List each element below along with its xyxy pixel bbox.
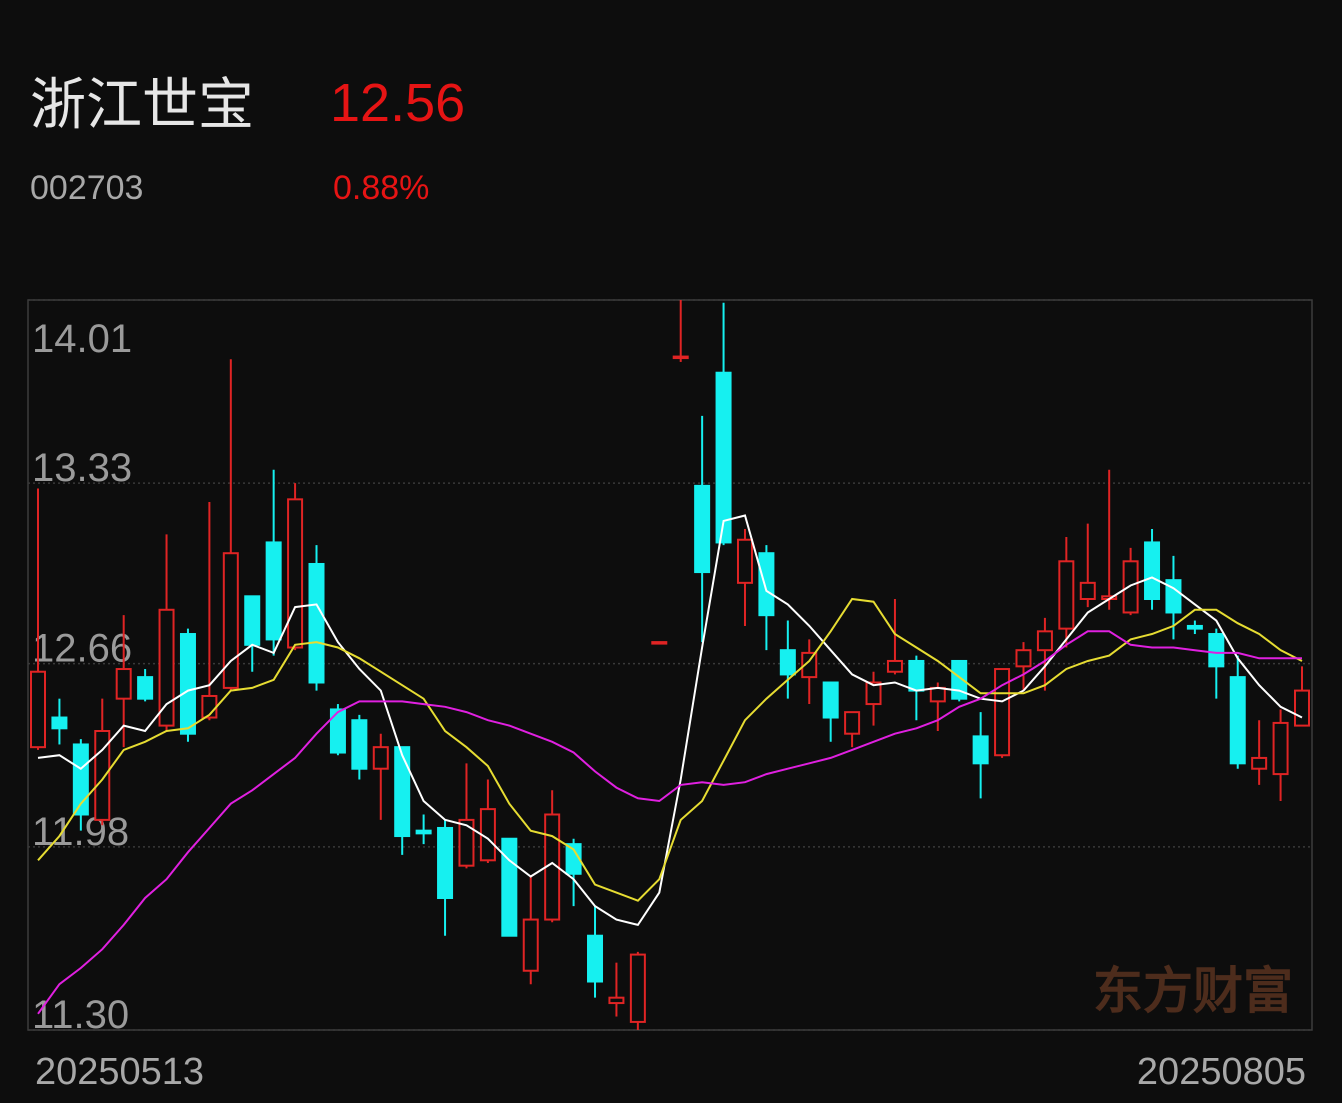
candle-body — [1144, 541, 1161, 601]
y-tick-label: 11.30 — [32, 993, 129, 1037]
candle-body — [351, 719, 368, 770]
candle-body — [908, 659, 925, 692]
plot-frame — [27, 299, 1313, 1031]
x-tick-label: 20250805 — [1137, 1051, 1306, 1093]
candle-body — [844, 711, 861, 735]
candle-body — [994, 668, 1011, 757]
y-tick-label: 13.33 — [32, 446, 132, 490]
candle-body — [651, 641, 668, 645]
candle-body — [929, 686, 946, 703]
candle-body — [1058, 560, 1075, 630]
candle-body — [1229, 676, 1246, 765]
watermark: 东方财富 — [1093, 963, 1293, 1019]
candle-body — [1208, 633, 1225, 668]
candle-body — [972, 735, 989, 765]
candle-body — [179, 633, 196, 735]
candle-body — [437, 826, 454, 900]
moving-average-line — [37, 630, 1302, 1015]
candle-body — [222, 552, 239, 689]
candle-body — [30, 670, 46, 749]
candle-body — [329, 708, 346, 754]
candle-body — [1165, 579, 1182, 614]
candle-body — [672, 355, 689, 360]
price-change: 0.88% — [333, 169, 429, 207]
candle-body — [394, 746, 411, 838]
candle-body — [801, 651, 818, 679]
candle-body — [72, 743, 89, 816]
candle-body — [865, 681, 882, 706]
candle-body — [736, 538, 753, 584]
candle-body — [51, 716, 68, 730]
candle-body — [244, 595, 261, 646]
candle-body — [587, 934, 604, 983]
candle-body — [308, 562, 325, 684]
candle-body — [779, 649, 796, 676]
candle-body — [1122, 560, 1139, 614]
candle-body — [137, 676, 154, 700]
stock-code: 002703 — [30, 169, 143, 207]
candle-body — [565, 843, 582, 875]
candle-body — [158, 608, 175, 727]
stock-price: 12.56 — [330, 73, 465, 133]
candle-body — [1186, 624, 1203, 630]
candle-body — [458, 818, 475, 867]
x-tick-label: 20250513 — [35, 1051, 204, 1093]
candle-body — [715, 371, 732, 544]
candle-body — [1251, 756, 1268, 770]
y-tick-label: 14.01 — [32, 317, 132, 361]
candle-body — [522, 918, 539, 972]
candle-body — [758, 552, 775, 617]
candle-body — [1272, 721, 1289, 776]
moving-average-line — [37, 514, 1303, 927]
candle-body — [886, 659, 903, 673]
stock-name: 浙江世宝 — [30, 73, 254, 136]
candle-body — [415, 829, 432, 835]
y-tick-label: 12.66 — [32, 627, 132, 671]
candle-body — [1294, 689, 1310, 727]
moving-average-line — [37, 597, 1303, 902]
candle-body — [822, 681, 839, 719]
candle-body — [1036, 630, 1053, 652]
candle-body — [501, 837, 518, 937]
candle-body — [287, 498, 304, 649]
candle-body — [629, 953, 646, 1023]
candle-body — [372, 746, 389, 770]
candle-body — [694, 484, 711, 574]
candle-body — [115, 668, 132, 700]
candle-body — [608, 996, 625, 1005]
candle-body — [265, 541, 282, 641]
candle-body — [1079, 581, 1096, 601]
candle-body — [1015, 649, 1032, 668]
